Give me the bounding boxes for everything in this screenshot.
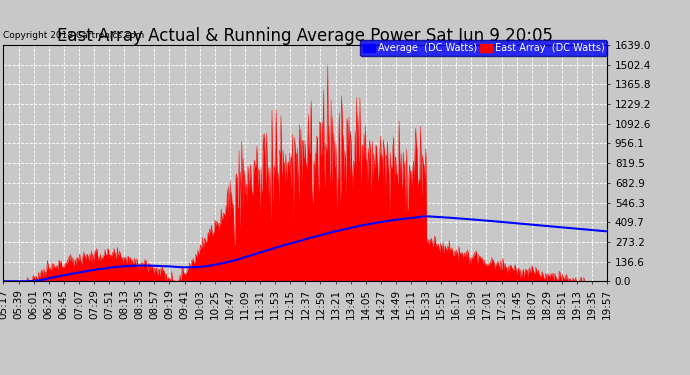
Title: East Array Actual & Running Average Power Sat Jun 9 20:05: East Array Actual & Running Average Powe… — [57, 27, 553, 45]
Text: Copyright 2018 Cartronics.com: Copyright 2018 Cartronics.com — [3, 31, 145, 40]
Legend: Average  (DC Watts), East Array  (DC Watts): Average (DC Watts), East Array (DC Watts… — [360, 40, 607, 56]
